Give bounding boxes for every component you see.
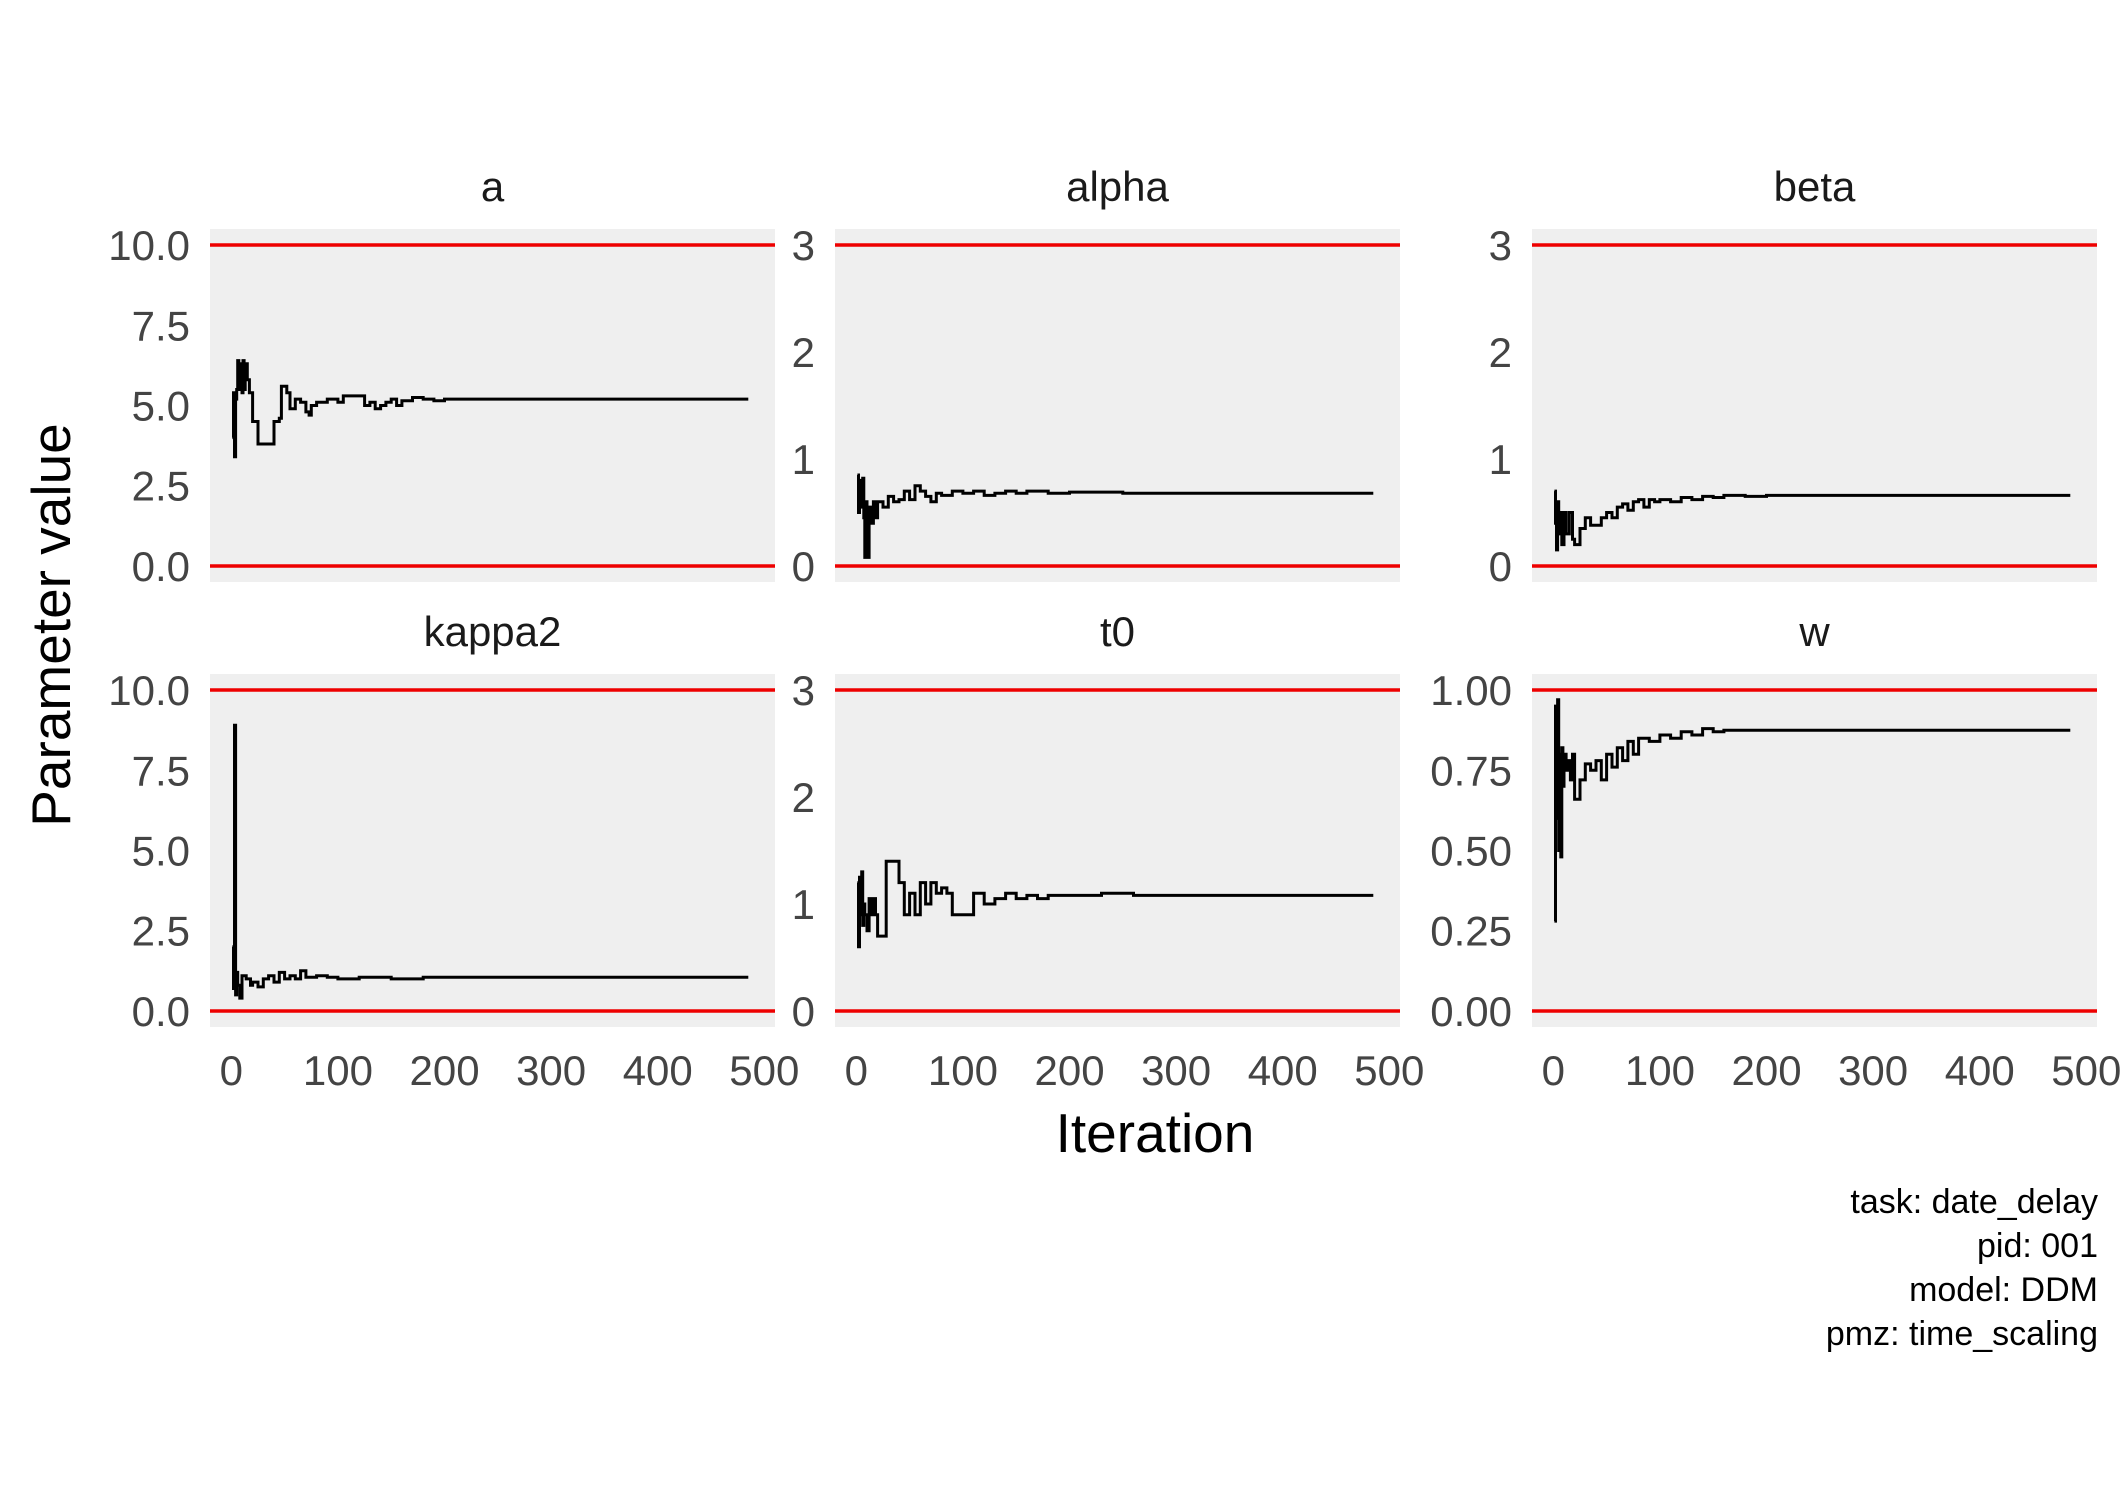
y-tick-label: 0.00 [1430, 988, 1512, 1035]
x-tick-label: 200 [1731, 1047, 1801, 1094]
y-tick-label: 5.0 [132, 828, 190, 875]
trace-line [232, 359, 749, 459]
panel-background [210, 229, 775, 582]
x-tick-label: 500 [729, 1047, 799, 1094]
y-axis-title: Parameter value [20, 423, 82, 827]
facet-title: alpha [1066, 163, 1169, 210]
x-tick-label: 0 [845, 1047, 868, 1094]
y-tick-label: 7.5 [132, 302, 190, 349]
y-tick-label: 10.0 [108, 222, 190, 269]
facet-title: w [1798, 608, 1830, 655]
x-tick-label: 300 [1838, 1047, 1908, 1094]
panel-kappa2: kappa2 0.0 2.5 5.0 7.5 10.0 0 100 200 300 400 500 [108, 608, 799, 1094]
trace-line [857, 473, 1374, 559]
y-tick-label: 0 [792, 543, 815, 590]
y-tick-label: 2.5 [132, 463, 190, 510]
y-tick-label: 2.5 [132, 908, 190, 955]
trace-line [857, 859, 1374, 949]
y-tick-label: 5.0 [132, 383, 190, 430]
caption: task: date_delay pid: 001 model: DDM pmz: t… [1826, 1183, 2098, 1353]
panel-background [835, 229, 1400, 582]
x-tick-label: 300 [1141, 1047, 1211, 1094]
x-tick-label: 0 [1542, 1047, 1565, 1094]
caption-line: task: date_delay [1850, 1183, 2098, 1221]
facet-title: beta [1774, 163, 1856, 210]
x-tick-label: 500 [2051, 1047, 2121, 1094]
x-axis-title: Iteration [1056, 1102, 1255, 1164]
y-tick-label: 2 [792, 774, 815, 821]
facet-title: a [481, 163, 505, 210]
y-tick-label: 1 [792, 436, 815, 483]
caption-line: pid: 001 [1977, 1227, 2098, 1265]
y-tick-label: 7.5 [132, 747, 190, 794]
y-tick-label: 0 [792, 988, 815, 1035]
panel-beta: beta 0 1 2 3 [1489, 163, 2097, 590]
panel-t0: t0 0 1 2 3 0 100 200 300 400 500 [792, 608, 1425, 1094]
trace-line [1554, 489, 2071, 552]
facet-panels: a0.02.55.07.510.0alpha0123beta0123kappa2… [108, 163, 2121, 1094]
y-tick-label: 0 [1489, 543, 1512, 590]
panel-background [1532, 229, 2097, 582]
y-tick-label: 3 [1489, 222, 1512, 269]
caption-line: pmz: time_scaling [1826, 1315, 2098, 1353]
x-tick-label: 300 [516, 1047, 586, 1094]
caption-line: model: DDM [1909, 1271, 2098, 1309]
y-tick-label: 3 [792, 667, 815, 714]
x-tick-label: 200 [409, 1047, 479, 1094]
y-tick-label: 1 [1489, 436, 1512, 483]
panel-w: w 0.00 0.25 0.50 0.75 1.00 0 100 200 300 400 500 [1430, 608, 2121, 1094]
y-tick-label: 0.75 [1430, 747, 1512, 794]
facet-title: kappa2 [424, 608, 562, 655]
x-tick-label: 100 [928, 1047, 998, 1094]
panel-alpha: alpha 0 1 2 3 [792, 163, 1400, 590]
y-tick-label: 0.0 [132, 543, 190, 590]
x-tick-label: 400 [1248, 1047, 1318, 1094]
y-tick-label: 1.00 [1430, 667, 1512, 714]
trace-line [232, 723, 749, 1000]
x-tick-label: 100 [303, 1047, 373, 1094]
y-tick-label: 2 [792, 329, 815, 376]
panel-background [210, 674, 775, 1027]
panel-background [1532, 674, 2097, 1027]
x-tick-label: 400 [623, 1047, 693, 1094]
y-tick-label: 1 [792, 881, 815, 928]
facet-title: t0 [1100, 608, 1135, 655]
x-tick-label: 0 [220, 1047, 243, 1094]
x-tick-label: 500 [1354, 1047, 1424, 1094]
panel-a: a 0.0 2.5 5.0 7.5 10.0 [108, 163, 775, 590]
y-tick-label: 0.25 [1430, 908, 1512, 955]
y-tick-label: 3 [792, 222, 815, 269]
x-tick-label: 100 [1625, 1047, 1695, 1094]
y-tick-label: 0.50 [1430, 828, 1512, 875]
x-tick-label: 200 [1034, 1047, 1104, 1094]
x-tick-label: 400 [1945, 1047, 2015, 1094]
y-tick-label: 10.0 [108, 667, 190, 714]
trace-line [1554, 698, 2071, 923]
y-tick-label: 0.0 [132, 988, 190, 1035]
y-tick-label: 2 [1489, 329, 1512, 376]
panel-background [835, 674, 1400, 1027]
